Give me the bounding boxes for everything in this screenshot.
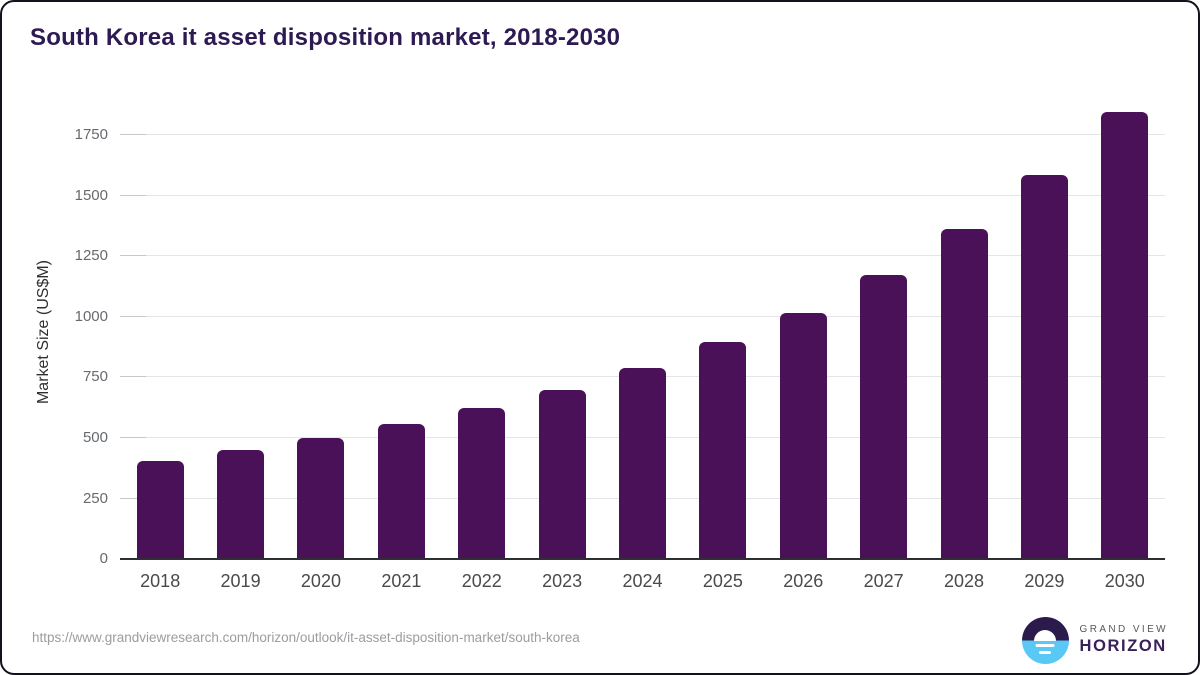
x-tick-label-2023: 2023 [542,571,583,591]
x-tick-label-2020: 2020 [300,571,341,591]
page-title: South Korea it asset disposition market,… [30,24,621,51]
y-tick-mark [120,255,146,257]
y-tick-mark [120,194,146,196]
bar-2021 [377,424,425,559]
source-url: https://www.grandviewresearch.com/horizo… [32,630,580,645]
y-tick-label-250: 250 [82,489,108,507]
y-tick-label-0: 0 [99,550,108,567]
y-tick-mark [120,315,146,317]
x-tick-label-2025: 2025 [702,571,743,591]
y-tick-label-1000: 1000 [74,307,108,325]
x-tick-label-2021: 2021 [381,571,422,591]
bar-2019 [217,450,265,559]
y-tick-label-1500: 1500 [74,186,108,204]
bar-chart-plot-area: 0 250 500 750 1000 1250 1500 1750 2018 2019 2020 20… [75,104,1165,591]
bar-2027 [860,275,908,559]
x-tick-label-2022: 2022 [461,571,502,591]
bar-2029 [1020,174,1068,559]
x-tick-label-2019: 2019 [220,571,261,591]
gridline-1250 [120,255,1165,257]
x-tick-label-2030: 2030 [1104,571,1145,591]
bar-2023 [538,390,586,559]
gridline-1000 [120,315,1165,317]
grand-view-horizon-logo: GRAND VIEW HORIZON [1021,617,1168,664]
bar-2024 [619,368,666,559]
x-tick-label-2018: 2018 [140,571,181,591]
bar-2020 [297,438,345,559]
y-tick-mark [120,134,146,136]
gridline-1750 [120,134,1165,136]
x-axis-line [120,558,1165,560]
y-tick-mark [120,497,146,499]
x-tick-label-2027: 2027 [863,571,904,591]
y-tick-label-500: 500 [82,429,108,446]
bar-2022 [458,407,506,559]
y-tick-label-1750: 1750 [74,126,108,144]
bar-2026 [779,313,827,559]
x-tick-label-2029: 2029 [1024,571,1065,591]
horizon-sun-icon [1021,617,1069,664]
bar-2030 [1101,112,1149,559]
bar-2018 [136,461,184,559]
y-tick-mark [120,437,146,438]
bar-2025 [699,342,747,559]
y-tick-label-1250: 1250 [74,247,108,265]
logo-text-horizon: HORIZON [1079,637,1167,656]
y-tick-label-750: 750 [82,368,108,386]
gridline-1500 [120,194,1165,196]
x-tick-label-2024: 2024 [622,571,663,591]
logo-text-grand-view: GRAND VIEW [1079,623,1168,635]
y-tick-mark [120,376,146,378]
x-tick-label-2028: 2028 [944,571,985,591]
bar-2028 [940,229,988,559]
x-tick-label-2026: 2026 [783,571,824,591]
